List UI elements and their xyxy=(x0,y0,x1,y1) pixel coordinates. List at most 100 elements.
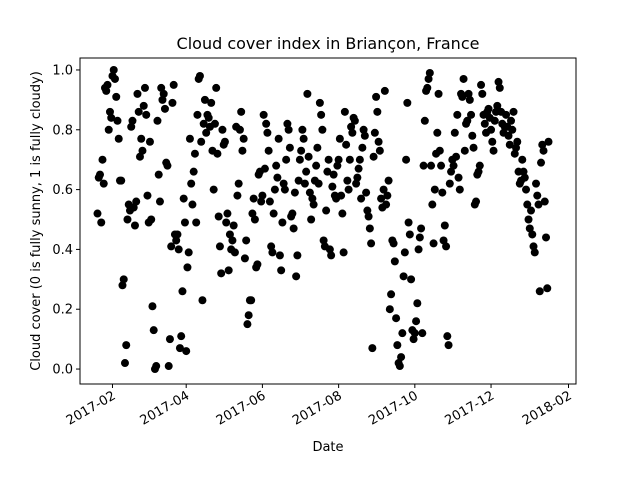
data-point-316 xyxy=(488,137,497,146)
data-point-166 xyxy=(300,179,309,188)
data-point-306 xyxy=(475,161,484,170)
data-point-123 xyxy=(247,296,256,305)
data-point-204 xyxy=(348,128,357,137)
data-point-208 xyxy=(353,173,362,182)
data-point-151 xyxy=(282,155,291,164)
data-point-74 xyxy=(185,134,194,143)
y-tick-label-5: 1.0 xyxy=(52,63,73,78)
data-point-217 xyxy=(364,212,373,221)
data-point-313 xyxy=(484,104,493,113)
data-point-301 xyxy=(469,143,478,152)
data-point-341 xyxy=(519,167,528,176)
data-point-212 xyxy=(358,143,367,152)
data-point-136 xyxy=(263,128,272,137)
data-point-221 xyxy=(369,152,378,161)
data-point-256 xyxy=(413,299,422,308)
data-point-14 xyxy=(110,74,119,83)
data-point-361 xyxy=(544,137,553,146)
data-point-180 xyxy=(318,125,327,134)
data-point-219 xyxy=(367,239,376,248)
data-point-251 xyxy=(407,275,416,284)
data-point-27 xyxy=(127,122,136,131)
data-point-149 xyxy=(279,179,288,188)
data-point-264 xyxy=(423,83,432,92)
data-point-356 xyxy=(538,140,547,149)
data-point-200 xyxy=(343,176,352,185)
data-point-73 xyxy=(184,248,193,257)
data-point-253 xyxy=(409,335,418,344)
data-point-258 xyxy=(415,233,424,242)
data-point-109 xyxy=(229,221,238,230)
data-point-287 xyxy=(452,152,461,161)
data-point-185 xyxy=(324,155,333,164)
data-point-147 xyxy=(277,266,286,275)
data-point-355 xyxy=(537,158,546,167)
data-point-273 xyxy=(434,89,443,98)
data-point-203 xyxy=(347,122,356,131)
data-point-231 xyxy=(382,200,391,209)
data-point-161 xyxy=(294,176,303,185)
data-point-202 xyxy=(345,155,354,164)
data-point-91 xyxy=(207,98,216,107)
data-point-17 xyxy=(114,134,123,143)
data-point-226 xyxy=(375,146,384,155)
data-point-163 xyxy=(297,146,306,155)
data-point-277 xyxy=(439,236,448,245)
data-point-11 xyxy=(107,113,116,122)
data-point-225 xyxy=(374,137,383,146)
data-point-171 xyxy=(307,215,316,224)
data-point-146 xyxy=(275,251,284,260)
data-point-144 xyxy=(273,173,282,182)
data-point-237 xyxy=(389,239,398,248)
data-point-58 xyxy=(165,335,174,344)
data-point-4 xyxy=(98,155,107,164)
data-point-192 xyxy=(333,161,342,170)
data-point-234 xyxy=(385,305,394,314)
data-point-243 xyxy=(397,353,406,362)
data-point-327 xyxy=(502,110,511,119)
data-point-23 xyxy=(122,341,131,350)
data-point-20 xyxy=(118,281,127,290)
data-point-71 xyxy=(182,347,191,356)
data-point-159 xyxy=(292,272,301,281)
data-point-360 xyxy=(543,284,552,293)
data-point-239 xyxy=(392,314,401,323)
data-point-195 xyxy=(337,191,346,200)
data-point-121 xyxy=(244,311,253,320)
data-point-51 xyxy=(157,83,166,92)
data-point-248 xyxy=(403,98,412,107)
data-point-0 xyxy=(93,209,102,218)
chart-title: Cloud cover index in Briançon, France xyxy=(177,34,480,53)
data-point-133 xyxy=(259,110,268,119)
data-point-117 xyxy=(239,134,248,143)
data-point-255 xyxy=(412,317,421,326)
data-point-348 xyxy=(528,230,537,239)
data-point-227 xyxy=(377,194,386,203)
data-point-173 xyxy=(309,200,318,209)
data-point-72 xyxy=(183,263,192,272)
points-layer xyxy=(93,65,553,374)
data-point-247 xyxy=(402,155,411,164)
data-point-342 xyxy=(520,173,529,182)
data-point-184 xyxy=(323,167,332,176)
data-point-181 xyxy=(319,236,328,245)
data-point-61 xyxy=(169,80,178,89)
data-point-176 xyxy=(313,143,322,152)
data-point-99 xyxy=(217,269,226,278)
data-point-268 xyxy=(428,200,437,209)
data-point-116 xyxy=(238,146,247,155)
data-point-154 xyxy=(285,143,294,152)
data-point-357 xyxy=(539,146,548,155)
data-point-322 xyxy=(495,83,504,92)
data-point-279 xyxy=(442,242,451,251)
data-point-216 xyxy=(363,206,372,215)
data-point-254 xyxy=(410,329,419,338)
data-point-82 xyxy=(195,71,204,80)
data-point-249 xyxy=(404,218,413,227)
data-point-349 xyxy=(529,242,538,251)
data-point-297 xyxy=(464,89,473,98)
data-point-282 xyxy=(445,179,454,188)
data-point-267 xyxy=(427,161,436,170)
data-point-347 xyxy=(527,206,536,215)
data-point-265 xyxy=(424,74,433,83)
